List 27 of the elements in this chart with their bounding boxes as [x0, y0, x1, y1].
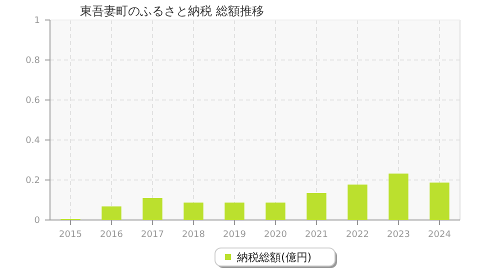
bar [430, 182, 450, 220]
x-tick-label: 2018 [182, 230, 206, 240]
y-tick-label: 0.4 [26, 136, 40, 146]
x-tick-label: 2023 [387, 230, 410, 240]
bar [306, 193, 326, 220]
legend-label: 納税総額(億円) [237, 251, 312, 264]
y-tick-label: 0 [34, 216, 40, 226]
bar [266, 202, 286, 220]
bar [102, 206, 122, 220]
y-tick-label: 0.6 [26, 96, 40, 106]
x-tick-label: 2021 [305, 230, 328, 240]
x-tick-label: 2022 [346, 230, 369, 240]
x-tick-label: 2019 [223, 230, 246, 240]
bar [388, 174, 408, 220]
x-tick-label: 2016 [100, 230, 124, 240]
chart-title: 東吾妻町のふるさと納税 総額推移 [80, 4, 264, 18]
bar [224, 202, 244, 220]
x-tick-label: 2017 [141, 230, 164, 240]
x-tick-label: 2024 [428, 230, 452, 240]
y-tick-label: 0.8 [26, 56, 40, 66]
x-tick-label: 2020 [264, 230, 288, 240]
bar [348, 184, 368, 220]
bar [142, 198, 162, 220]
x-tick-label: 2015 [59, 230, 82, 240]
y-tick-label: 0.2 [26, 176, 40, 186]
y-tick-label: 1 [34, 16, 40, 26]
bar [184, 202, 204, 220]
